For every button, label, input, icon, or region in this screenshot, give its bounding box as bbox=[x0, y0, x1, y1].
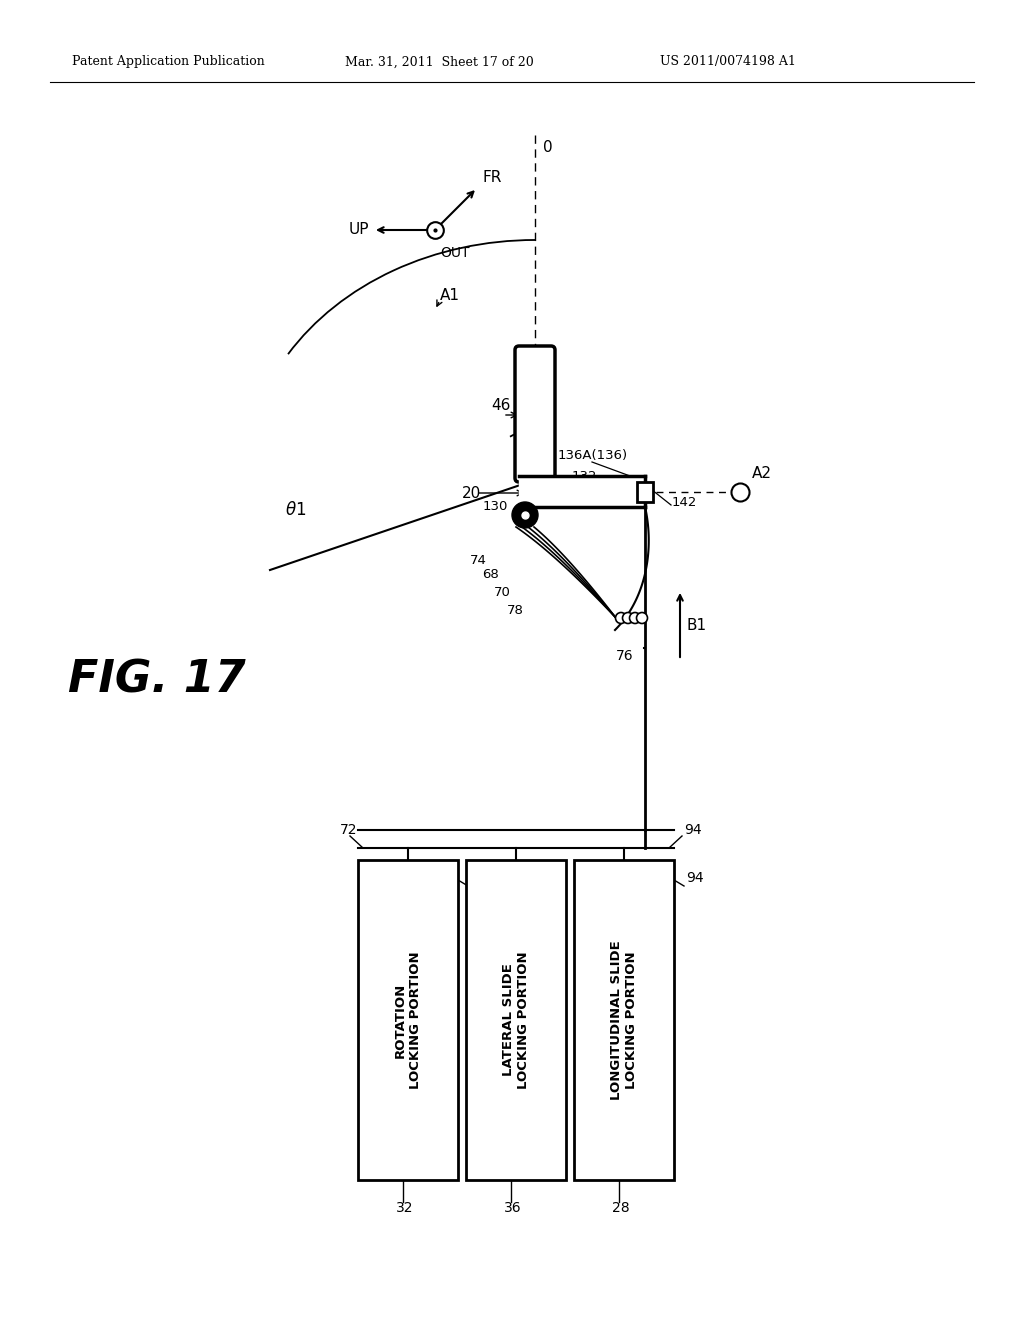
Circle shape bbox=[637, 612, 647, 623]
Text: 68: 68 bbox=[482, 569, 499, 582]
Text: 72: 72 bbox=[470, 871, 487, 884]
Text: 94: 94 bbox=[684, 822, 701, 837]
Text: 142: 142 bbox=[672, 495, 697, 508]
Text: 130: 130 bbox=[483, 500, 508, 513]
Text: 132: 132 bbox=[572, 470, 597, 483]
Circle shape bbox=[630, 612, 640, 623]
Bar bbox=[466, 861, 566, 1180]
Text: US 2011/0074198 A1: US 2011/0074198 A1 bbox=[660, 55, 796, 69]
Text: 72: 72 bbox=[340, 822, 357, 837]
Bar bbox=[358, 861, 458, 1180]
Text: A2: A2 bbox=[752, 466, 772, 480]
Text: FIG. 17: FIG. 17 bbox=[68, 659, 246, 701]
Text: 20: 20 bbox=[462, 486, 481, 500]
Text: 74: 74 bbox=[470, 553, 486, 566]
FancyBboxPatch shape bbox=[515, 346, 555, 482]
Circle shape bbox=[623, 612, 634, 623]
Text: OUT: OUT bbox=[440, 246, 469, 260]
Text: 36: 36 bbox=[504, 1201, 521, 1214]
Circle shape bbox=[615, 612, 627, 623]
Text: B1: B1 bbox=[687, 618, 708, 632]
Bar bbox=[574, 861, 674, 1180]
Text: LATERAL SLIDE
LOCKING PORTION: LATERAL SLIDE LOCKING PORTION bbox=[502, 952, 530, 1089]
Text: UP: UP bbox=[349, 223, 370, 238]
Text: FR: FR bbox=[482, 170, 502, 186]
Text: 0: 0 bbox=[543, 140, 553, 156]
Text: $\theta$1: $\theta$1 bbox=[285, 502, 306, 519]
Text: ROTATION
LOCKING PORTION: ROTATION LOCKING PORTION bbox=[394, 952, 422, 1089]
Text: 94: 94 bbox=[686, 871, 703, 884]
Circle shape bbox=[512, 502, 538, 528]
Text: LONGITUDINAL SLIDE
LOCKING PORTION: LONGITUDINAL SLIDE LOCKING PORTION bbox=[610, 940, 638, 1100]
Text: Patent Application Publication: Patent Application Publication bbox=[72, 55, 265, 69]
Text: 78: 78 bbox=[507, 603, 524, 616]
Text: Mar. 31, 2011  Sheet 17 of 20: Mar. 31, 2011 Sheet 17 of 20 bbox=[345, 55, 534, 69]
Text: 28: 28 bbox=[612, 1201, 630, 1214]
Text: 32: 32 bbox=[396, 1201, 414, 1214]
Text: 76: 76 bbox=[616, 649, 634, 663]
Text: A1: A1 bbox=[440, 288, 460, 302]
Text: 46: 46 bbox=[490, 397, 510, 412]
Text: 136A(136): 136A(136) bbox=[558, 450, 628, 462]
Bar bbox=[637, 482, 653, 502]
Text: 70: 70 bbox=[494, 586, 511, 598]
Text: 64: 64 bbox=[537, 483, 554, 496]
